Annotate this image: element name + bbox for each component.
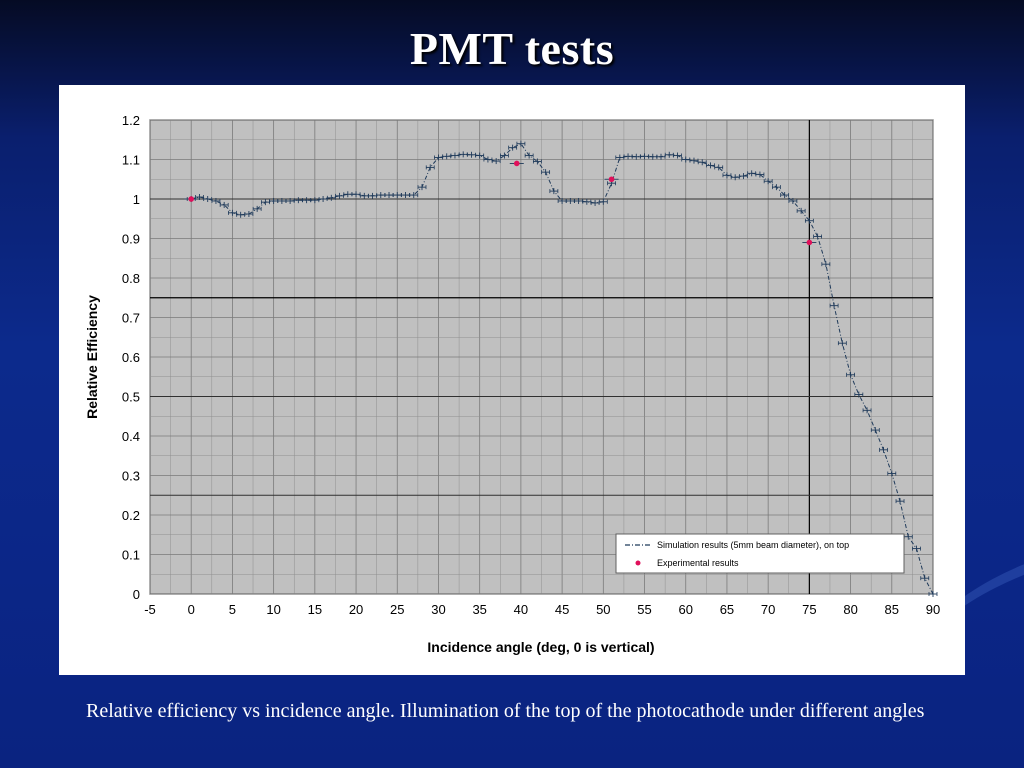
simulation-point <box>895 498 905 505</box>
y-tick-label: 0 <box>133 587 140 602</box>
x-tick-label: 15 <box>308 602 322 617</box>
simulation-point <box>524 152 534 159</box>
x-tick-label: 20 <box>349 602 363 617</box>
experimental-marker <box>806 239 813 246</box>
legend-simulation-label: Simulation results (5mm beam diameter), … <box>657 540 849 550</box>
simulation-point <box>755 171 765 178</box>
experimental-point <box>509 160 524 167</box>
y-tick-label: 1.2 <box>122 113 140 128</box>
simulation-point <box>417 184 427 191</box>
simulation-point <box>912 545 921 552</box>
x-tick-label: 0 <box>188 602 195 617</box>
simulation-point <box>870 427 880 434</box>
simulation-point <box>763 178 773 185</box>
simulation-point <box>409 192 419 199</box>
simulation-point <box>730 174 740 181</box>
legend-experimental-swatch <box>635 560 641 566</box>
simulation-point <box>862 407 872 414</box>
simulation-point <box>244 211 254 218</box>
simulation-point <box>714 164 724 171</box>
simulation-point <box>203 196 213 202</box>
y-tick-label: 0.6 <box>122 350 140 365</box>
x-axis-label: Incidence angle (deg, 0 is vertical) <box>427 639 654 655</box>
chart: -5 0 5 10 15 20 25 30 35 40 45 50 55 60 65 70 75 80 85 90 0 0… <box>84 113 940 655</box>
simulation-point <box>491 158 501 165</box>
simulation-point <box>821 261 831 268</box>
experimental-marker <box>608 176 615 183</box>
simulation-point <box>846 371 855 378</box>
simulation-point <box>772 184 781 191</box>
simulation-point <box>887 470 897 477</box>
x-tick-label: 50 <box>596 602 610 617</box>
simulation-point <box>425 164 435 171</box>
x-tick-label: 60 <box>679 602 693 617</box>
y-tick-label: 0.4 <box>122 429 140 444</box>
y-tick-label: 0.1 <box>122 548 140 563</box>
simulation-point <box>854 391 864 398</box>
x-tick-label: 25 <box>390 602 404 617</box>
simulation-point <box>788 197 798 204</box>
simulation-point <box>211 197 221 204</box>
experimental-point <box>604 176 619 183</box>
y-axis-label: Relative Efficiency <box>84 295 100 419</box>
simulation-point <box>689 157 699 164</box>
legend-experimental-label: Experimental results <box>657 558 739 568</box>
experimental-point <box>802 239 817 246</box>
simulation-point <box>500 152 509 159</box>
simulation-point <box>252 205 262 212</box>
y-tick-label: 0.9 <box>122 232 140 247</box>
simulation-point <box>780 192 790 199</box>
experimental-marker <box>188 196 195 202</box>
simulation-point <box>598 198 608 205</box>
chart-frame: -5 0 5 10 15 20 25 30 35 40 45 50 55 60 65 70 75 80 85 90 0 0… <box>59 85 965 675</box>
y-tick-label: 0.5 <box>122 390 140 405</box>
legend-box <box>615 533 905 574</box>
legend: Simulation results (5mm beam diameter), … <box>615 533 905 574</box>
x-tick-label: 70 <box>761 602 775 617</box>
x-tick-label: 75 <box>802 602 816 617</box>
simulation-point <box>920 575 930 582</box>
x-tick-label: 45 <box>555 602 569 617</box>
simulation-point <box>829 302 839 309</box>
y-tick-label: 1 <box>133 192 140 207</box>
simulation-point <box>813 233 823 240</box>
simulation-point <box>508 144 518 151</box>
x-tick-label: 80 <box>843 602 857 617</box>
simulation-point <box>928 591 938 597</box>
x-tick-label: 5 <box>229 602 236 617</box>
slide-title: PMT tests <box>409 23 615 74</box>
x-tick-label: 35 <box>472 602 486 617</box>
x-tick-label: 55 <box>637 602 651 617</box>
simulation-point <box>796 207 806 214</box>
x-tick-label: -5 <box>144 602 156 617</box>
x-tick-label: 85 <box>885 602 899 617</box>
simulation-point <box>219 201 229 208</box>
x-tick-label: 10 <box>266 602 280 617</box>
y-tick-label: 0.2 <box>122 508 140 523</box>
simulation-point <box>532 158 542 165</box>
simulation-point <box>673 152 682 159</box>
simulation-point <box>475 152 485 159</box>
simulation-point <box>541 169 551 176</box>
y-tick-label: 0.7 <box>122 311 140 326</box>
y-tick-label: 0.3 <box>122 469 140 484</box>
slide-caption: Relative efficiency vs incidence angle. … <box>86 700 925 722</box>
experimental-marker <box>513 160 520 167</box>
x-tick-label: 90 <box>926 602 940 617</box>
simulation-point <box>549 188 559 195</box>
experimental-point <box>184 196 199 202</box>
simulation-point <box>804 217 814 224</box>
x-tick-label: 40 <box>514 602 528 617</box>
y-tick-label: 1.1 <box>122 153 140 168</box>
x-tick-label: 65 <box>720 602 734 617</box>
x-tick-label: 30 <box>431 602 445 617</box>
simulation-point <box>837 340 847 347</box>
simulation-point <box>401 192 410 199</box>
simulation-point <box>879 446 888 453</box>
y-tick-label: 0.8 <box>122 271 140 286</box>
simulation-point <box>516 140 526 147</box>
